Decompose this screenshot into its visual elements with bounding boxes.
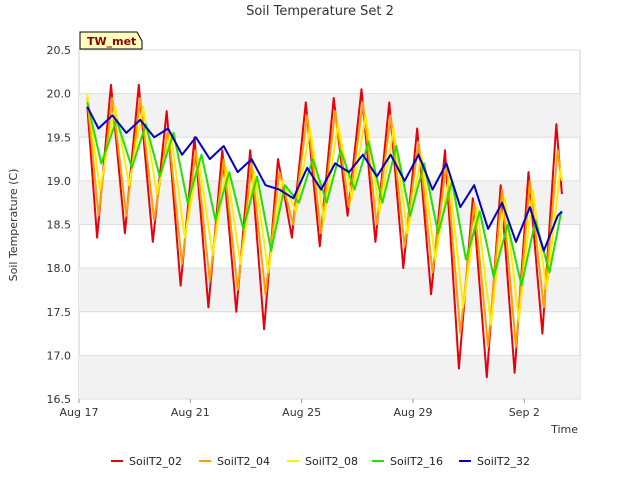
y-axis-ticks: 16.5 17.0 17.5 18.0 18.5 19.0 19.5 20.0 20.5: [47, 44, 72, 406]
plot-band: [79, 355, 580, 399]
tw-met-badge: TW_met: [79, 31, 143, 50]
plot-bands: [79, 93, 580, 399]
y-tick-label: 17.0: [47, 349, 72, 362]
series-lines: [86, 83, 563, 379]
series-line-soilt2-32: [86, 106, 563, 252]
y-tick-label: 20.0: [47, 88, 72, 101]
legend-label: SoilT2_16: [390, 455, 443, 468]
y-tick-label: 18.5: [47, 219, 72, 232]
x-tick-label: Aug 17: [60, 406, 99, 419]
badge-label: TW_met: [87, 35, 136, 48]
legend-label: SoilT2_32: [477, 455, 530, 468]
y-tick-label: 19.5: [47, 131, 72, 144]
plot-band: [79, 93, 580, 138]
x-axis-label: Time: [550, 423, 578, 436]
chart-title: Soil Temperature Set 2: [246, 4, 394, 19]
legend-label: SoilT2_02: [129, 455, 182, 468]
x-tick-label: Aug 25: [282, 406, 321, 419]
badge-shape: [79, 31, 143, 50]
y-axis-label: Soil Temperature (C): [7, 169, 20, 282]
legend-label: SoilT2_08: [305, 455, 358, 468]
y-tick-label: 20.5: [47, 44, 72, 57]
x-tick-label: Aug 21: [171, 406, 210, 419]
y-tick-label: 19.0: [47, 175, 72, 188]
x-axis-ticks: Aug 17 Aug 21 Aug 25 Aug 29 Sep 2: [60, 399, 540, 419]
legend-label: SoilT2_04: [217, 455, 270, 468]
legend: SoilT2_02 SoilT2_04 SoilT2_08 SoilT2_16 Soil…: [111, 455, 530, 468]
plot-band: [79, 268, 580, 312]
y-tick-label: 16.5: [47, 393, 72, 406]
x-tick-label: Aug 29: [394, 406, 433, 419]
y-tick-label: 17.5: [47, 306, 72, 319]
y-tick-label: 18.0: [47, 262, 72, 275]
x-tick-label: Sep 2: [509, 406, 540, 419]
series-line-soilt2-16: [86, 102, 563, 287]
